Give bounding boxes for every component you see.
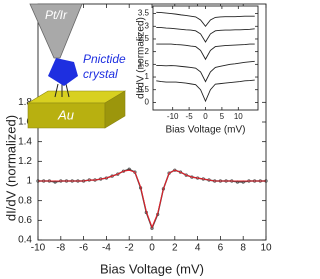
schematic: [26, 3, 127, 129]
x-tick-label: -8: [56, 243, 65, 254]
x-axis-label: Bias Voltage (mV): [100, 261, 204, 276]
x-tick-label: 8: [240, 243, 246, 254]
y-tick-label: 2.5: [138, 34, 150, 43]
x-tick-label: 0: [149, 243, 155, 254]
y-tick-label: 0.4: [18, 235, 32, 246]
x-tick-label: -4: [102, 243, 111, 254]
y-tick-label: 0: [145, 97, 150, 106]
y-tick-label: 0.5: [138, 85, 150, 94]
x-tick-label: 4: [195, 243, 201, 254]
wire: [65, 83, 70, 98]
y-tick-label: 1.5: [138, 59, 150, 68]
x-tick-label: 10: [234, 112, 243, 121]
y-tick-label: 1.8: [18, 97, 32, 108]
x-tick-label: 6: [218, 243, 224, 254]
inset-background: [153, 6, 258, 110]
series-line: [38, 168, 266, 231]
crystal: [48, 58, 78, 86]
y-tick-label: 3.5: [138, 9, 150, 18]
x-tick-label: 0: [203, 112, 208, 121]
y-tick-label: 1.4: [18, 136, 32, 147]
x-tick-label: 10: [260, 243, 272, 254]
x-axis-label: Bias Voltage (mV): [165, 125, 245, 136]
series-line: [156, 27, 255, 43]
y-tick-label: 1.6: [18, 117, 32, 128]
crystal-label: crystal: [83, 67, 118, 81]
y-tick-label: 0.8: [18, 195, 32, 206]
x-tick-label: 2: [172, 243, 178, 254]
wire: [54, 83, 59, 98]
series-line: [156, 60, 255, 83]
x-tick-label: -5: [186, 112, 194, 121]
crystal-label: Pnictide: [83, 52, 126, 66]
series-line: [156, 79, 255, 103]
y-tick-label: 3: [145, 21, 150, 30]
y-tick-label: 0.6: [18, 215, 32, 226]
series-line: [156, 11, 255, 28]
y-axis-label: dI/dV (normalized): [136, 17, 147, 99]
series-line: [38, 169, 266, 229]
y-tick-label: 1: [26, 176, 32, 187]
y-axis-label: dI/dV (normalized): [3, 115, 18, 221]
tip-label: Pt/Ir: [45, 8, 68, 22]
au-side: [104, 90, 126, 129]
series-line: [156, 43, 255, 61]
figure: -10 -8 -6 -4 -2 0 2 4 6 8 100.40.60.811.21.41.61.8…: [3, 3, 272, 276]
au-label: Au: [57, 107, 74, 122]
y-tick-label: 1.2: [18, 156, 32, 167]
plot-frame: [152, 5, 259, 111]
x-tick-label: -2: [125, 243, 134, 254]
tip: [29, 3, 83, 59]
y-tick-label: 1: [145, 72, 150, 81]
y-tick-label: 2: [145, 47, 150, 56]
x-tick-label: -6: [79, 243, 88, 254]
x-tick-label: 5: [220, 112, 225, 121]
x-tick-label: -10: [167, 112, 179, 121]
x-tick-label: -10: [31, 243, 46, 254]
